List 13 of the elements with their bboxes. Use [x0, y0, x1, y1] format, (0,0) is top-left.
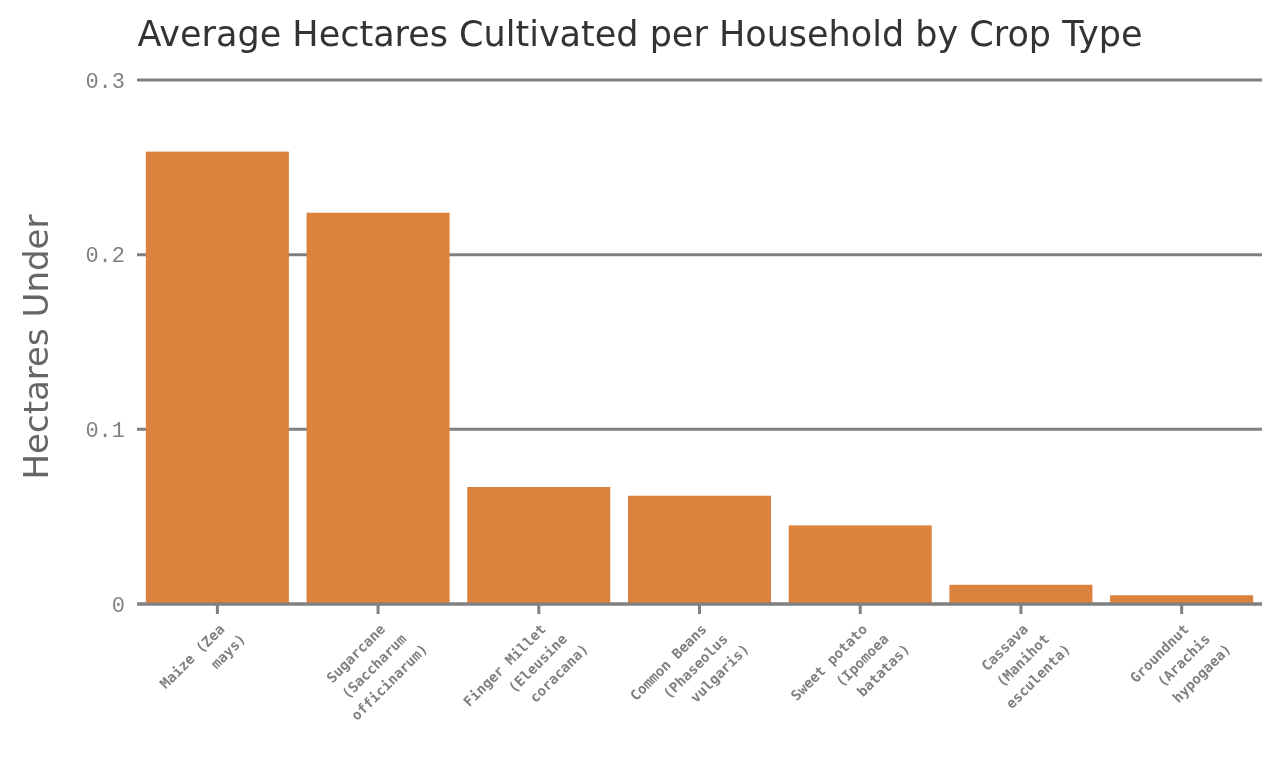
bar [627, 495, 772, 604]
bar [788, 525, 932, 604]
bar [949, 584, 1093, 604]
y-tick-label: 0 [111, 593, 125, 619]
bar [145, 151, 289, 604]
y-tick-label: 0.3 [85, 69, 125, 95]
y-axis-title: Hectares Under [16, 214, 56, 480]
chart-title: Average Hectares Cultivated per Household by Crop Type [137, 14, 1143, 54]
y-tick-label: 0.2 [85, 244, 125, 270]
bar [1110, 595, 1254, 604]
y-tick-label: 0.1 [85, 419, 125, 445]
bar [306, 212, 450, 604]
bar [467, 486, 611, 604]
